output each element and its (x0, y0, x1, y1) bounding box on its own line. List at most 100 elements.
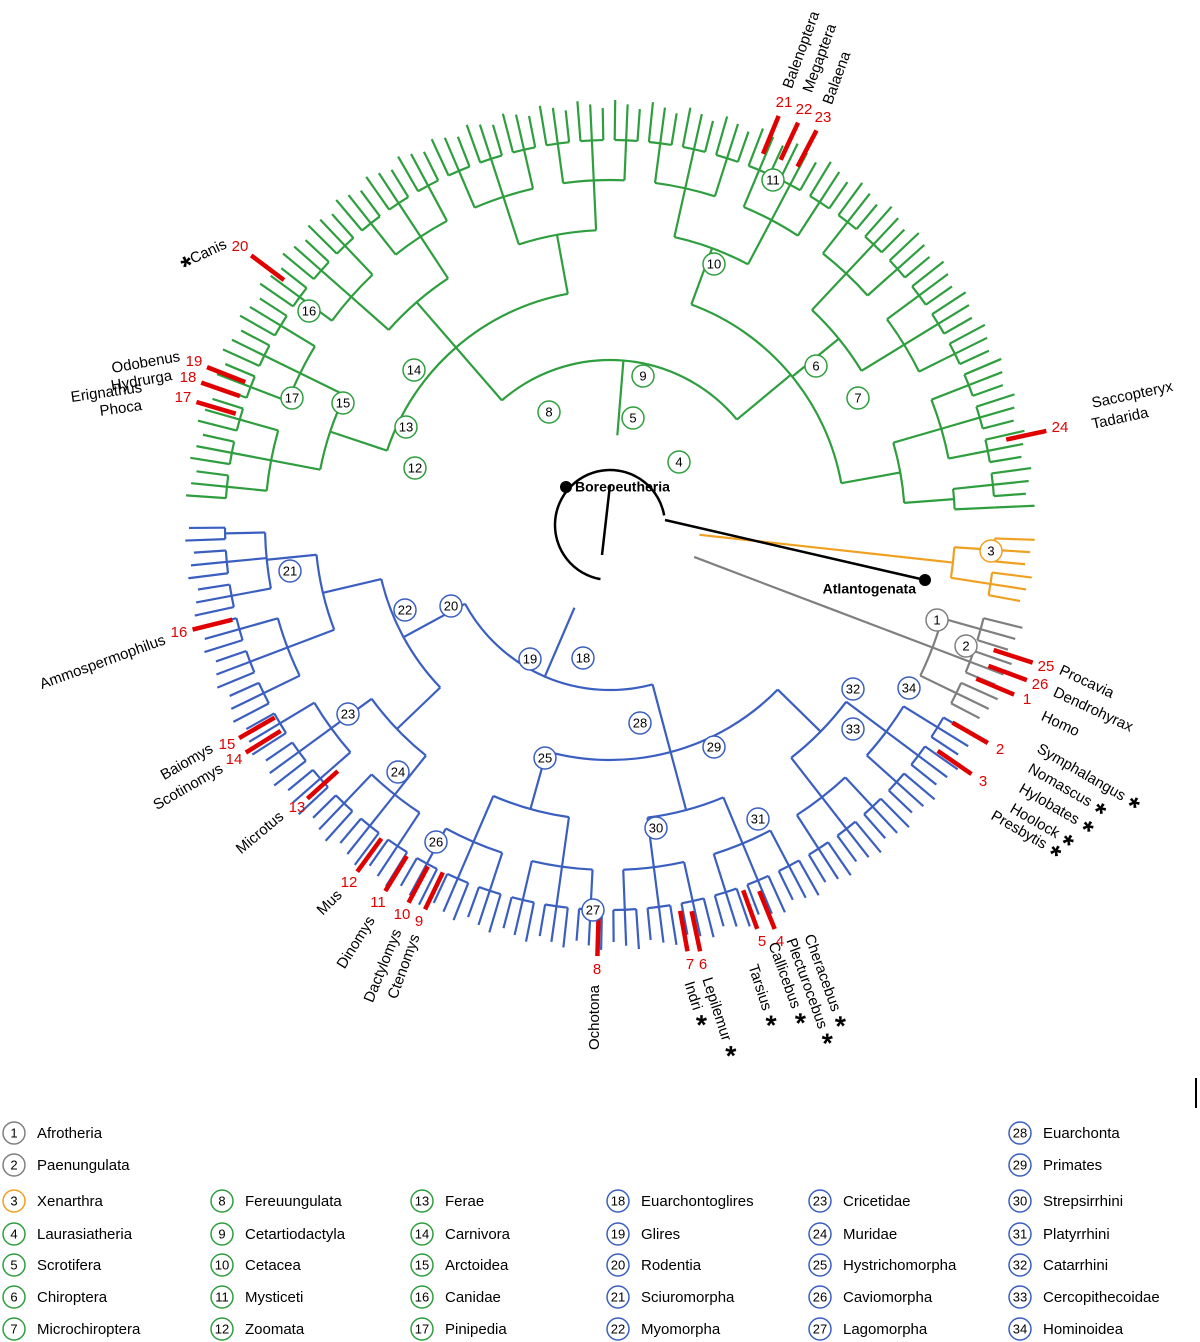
taxon-label: Dinomys (333, 913, 378, 972)
legend-number: 2 (10, 1157, 17, 1172)
branch (287, 628, 335, 649)
branch (809, 195, 830, 210)
branch (231, 587, 272, 597)
branch (368, 838, 389, 867)
branch (361, 215, 381, 232)
clade-node (518, 647, 542, 671)
branch (544, 903, 568, 909)
branch (741, 843, 759, 881)
branch-number: 17 (175, 389, 192, 406)
branch (954, 506, 995, 511)
branch (298, 727, 332, 753)
branch (432, 873, 449, 904)
branch (798, 859, 820, 896)
taxon-label: Homo (1039, 708, 1082, 740)
branch (522, 149, 535, 189)
branch (972, 384, 1004, 397)
legend-number: 8 (218, 1193, 225, 1208)
branch (266, 553, 317, 561)
branch (811, 309, 863, 372)
branch (863, 813, 887, 840)
branch (736, 373, 792, 421)
branch (204, 639, 243, 654)
clade-node-number: 24 (391, 764, 405, 779)
legend-circle (808, 1189, 832, 1213)
branch (249, 253, 286, 282)
clade-node-number: 34 (902, 680, 916, 695)
branch (418, 868, 438, 906)
branch (238, 715, 276, 740)
clade-node-number: 15 (336, 395, 350, 410)
branch (397, 202, 422, 238)
branch (795, 814, 820, 850)
branch (866, 268, 899, 297)
branch (230, 692, 265, 710)
branch (871, 805, 898, 834)
branch (975, 676, 1015, 697)
clade-node-number: 6 (812, 358, 819, 373)
branch (885, 730, 919, 757)
branch-number: 26 (1032, 676, 1049, 693)
clade-node-number: 31 (751, 811, 765, 826)
legend-circle (1008, 1153, 1032, 1177)
branch (502, 196, 520, 245)
legend-circle (2, 1222, 26, 1246)
branch (991, 466, 1032, 475)
branch (370, 773, 421, 814)
clade-node-number: 18 (576, 650, 590, 665)
branch (222, 348, 260, 367)
legend-number: 16 (415, 1289, 429, 1304)
branch (888, 789, 913, 814)
clade-node (746, 807, 770, 831)
branch (799, 161, 817, 191)
branch (647, 904, 671, 910)
legend-number: 9 (218, 1226, 225, 1241)
branch (989, 455, 1022, 464)
clade-node (702, 252, 726, 276)
branch (280, 324, 316, 348)
branch-number: 23 (815, 109, 832, 126)
branch (982, 419, 1014, 430)
legend-name: Cetartiodactyla (245, 1226, 346, 1243)
branch (746, 884, 760, 915)
branch (932, 646, 971, 663)
taxon-name: Ammospermophilus (37, 632, 167, 693)
branch (837, 182, 864, 216)
branch (322, 577, 382, 594)
root-dot (919, 574, 931, 586)
branch (949, 547, 956, 578)
branch-number: 25 (1038, 658, 1055, 675)
branch (623, 140, 628, 181)
clade-node-number: 33 (846, 721, 860, 736)
branch (359, 190, 381, 217)
branch (550, 906, 558, 943)
branch (880, 228, 906, 254)
legend-number: 27 (813, 1321, 827, 1336)
branch (531, 859, 593, 871)
branch (240, 329, 270, 347)
branch (501, 113, 515, 153)
tree (185, 100, 1047, 957)
branch (601, 108, 605, 141)
clade-node (925, 608, 949, 632)
branch (595, 914, 601, 957)
branch (299, 372, 346, 397)
taxon-name: Homo (1039, 708, 1082, 740)
branch (855, 203, 878, 230)
branch (488, 893, 502, 933)
branch (689, 910, 703, 952)
branch (843, 549, 904, 559)
branch (551, 107, 559, 144)
legend-number: 23 (813, 1193, 827, 1208)
branch (993, 492, 1026, 498)
branch (903, 322, 939, 346)
branch (991, 571, 1032, 579)
branch (465, 124, 482, 163)
branch (625, 104, 629, 141)
branch (200, 380, 241, 399)
legend-circle (410, 1285, 434, 1309)
branch (684, 149, 696, 189)
branch (488, 852, 504, 892)
branch (623, 860, 685, 871)
clade-node-number: 13 (399, 419, 413, 434)
